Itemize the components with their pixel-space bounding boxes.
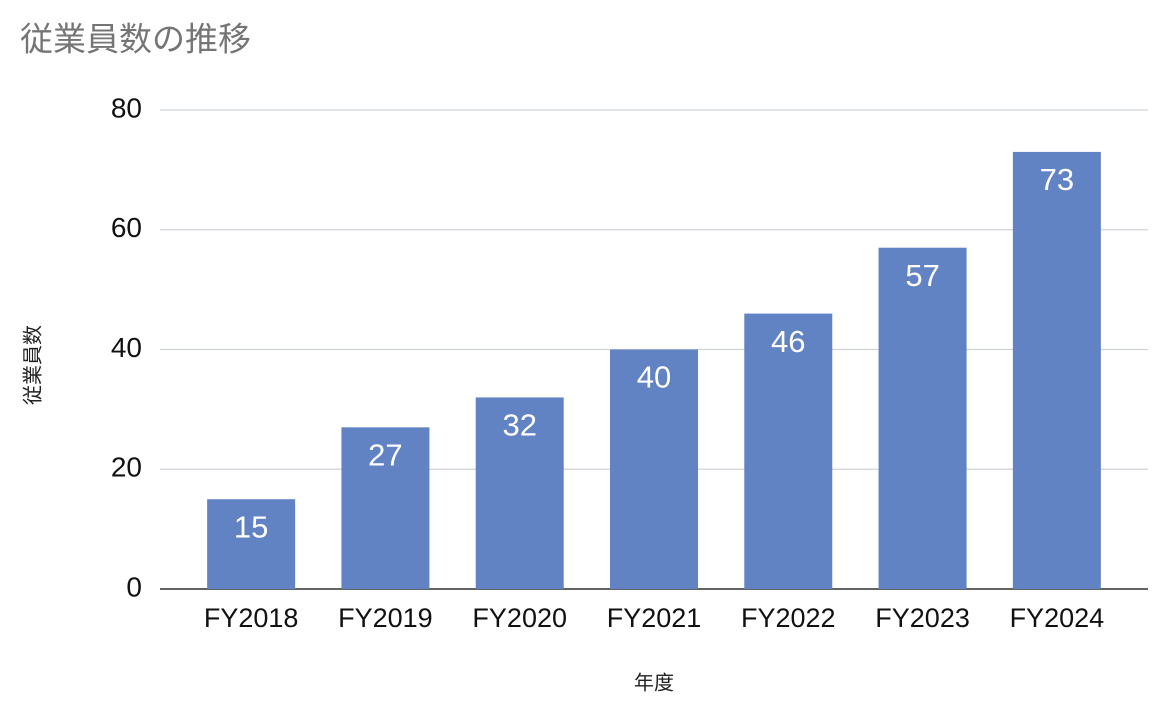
- x-tick-label: FY2023: [875, 603, 970, 633]
- data-label: 27: [368, 438, 402, 473]
- bar: [610, 349, 698, 589]
- data-label: 73: [1040, 162, 1074, 197]
- y-axis-title: 従業員数: [21, 325, 44, 405]
- y-tick-label: 20: [111, 452, 142, 483]
- x-tick-label: FY2018: [204, 603, 299, 633]
- data-label: 57: [905, 258, 939, 293]
- x-axis-title: 年度: [634, 671, 674, 694]
- bar: [341, 427, 430, 589]
- bar: [207, 499, 296, 589]
- bar: [744, 313, 833, 589]
- x-tick-label: FY2024: [1010, 603, 1105, 633]
- bar: [475, 397, 564, 589]
- x-tick-label: FY2020: [472, 603, 567, 633]
- x-tick-label: FY2021: [607, 603, 702, 633]
- y-tick-label: 60: [111, 212, 142, 243]
- y-tick-label: 40: [111, 332, 142, 363]
- data-label: 15: [234, 509, 268, 544]
- bar: [878, 247, 967, 589]
- x-tick-label: FY2019: [338, 603, 433, 633]
- data-label: 40: [637, 360, 671, 395]
- data-label: 32: [502, 408, 536, 443]
- bar: [1012, 151, 1101, 589]
- data-label: 46: [771, 324, 805, 359]
- y-tick-label: 0: [126, 571, 142, 602]
- x-tick-label: FY2022: [741, 603, 836, 633]
- y-tick-label: 80: [111, 92, 142, 123]
- chart-title: 従業員数の推移: [20, 21, 251, 58]
